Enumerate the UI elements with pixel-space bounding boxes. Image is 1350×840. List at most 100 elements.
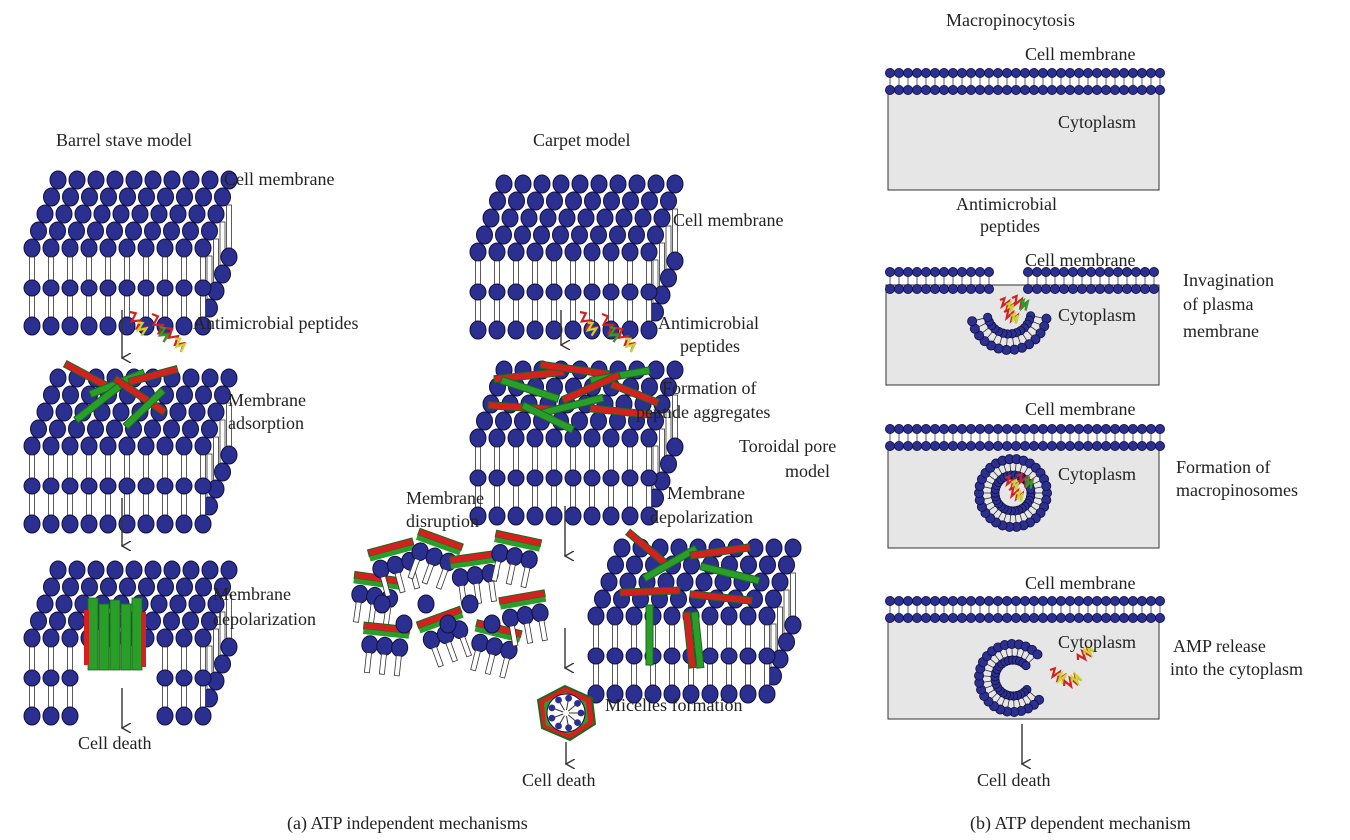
lipid-head bbox=[930, 68, 941, 79]
lipid-head bbox=[175, 279, 193, 297]
lipid-head bbox=[482, 208, 500, 228]
lipid-head bbox=[195, 187, 212, 207]
lipid-head bbox=[1056, 440, 1067, 451]
lipid-head bbox=[930, 266, 941, 277]
lipid-head bbox=[175, 669, 193, 687]
lipid-head bbox=[1092, 68, 1103, 79]
lipid-head bbox=[527, 191, 544, 211]
lipid-head bbox=[1113, 283, 1124, 294]
lipid-head bbox=[62, 577, 79, 597]
lipid-head bbox=[1149, 266, 1160, 277]
lipid-head bbox=[1101, 423, 1112, 434]
b2-cytoplasm-label: Cytoplasm bbox=[1058, 305, 1136, 325]
lipid-head bbox=[1110, 423, 1121, 434]
lipid-head bbox=[948, 283, 959, 294]
lipid-head bbox=[1059, 283, 1070, 294]
lipid-head bbox=[23, 477, 41, 495]
lipid-head bbox=[740, 555, 757, 575]
lipid-head bbox=[163, 419, 180, 439]
lipid-head bbox=[1050, 283, 1061, 294]
lipid-head bbox=[695, 572, 713, 592]
lipid-head bbox=[545, 428, 563, 448]
lipid-head bbox=[68, 170, 86, 190]
lipid-head bbox=[68, 611, 85, 631]
lipid-head bbox=[156, 514, 174, 534]
lipid-head bbox=[417, 594, 435, 614]
lipid-head bbox=[214, 264, 231, 284]
lipid-head bbox=[758, 684, 776, 704]
lipid-head bbox=[214, 654, 231, 674]
lipid-head bbox=[621, 242, 639, 262]
lipid-head bbox=[903, 613, 914, 624]
lipid-head bbox=[957, 283, 968, 294]
lipid-head bbox=[647, 174, 665, 194]
lipid-head bbox=[594, 589, 611, 609]
lipid-head bbox=[118, 436, 136, 456]
lipid-head bbox=[1029, 613, 1040, 624]
lipid-head bbox=[564, 242, 582, 262]
lipid-head bbox=[194, 669, 212, 687]
lipid-head bbox=[1047, 85, 1058, 96]
lipid-head bbox=[42, 669, 60, 687]
lipid-head bbox=[1083, 440, 1094, 451]
peptide bbox=[129, 310, 149, 337]
lipid-head bbox=[948, 85, 959, 96]
lipid-head bbox=[194, 706, 212, 726]
panel-b-macropinocytosis: Macropinocytosis Cell membrane Cytoplasm… bbox=[885, 10, 1303, 790]
lipid-head bbox=[23, 238, 41, 258]
lipid-head bbox=[546, 191, 563, 211]
lipid-head bbox=[894, 283, 905, 294]
lipid-head bbox=[975, 440, 986, 451]
lipid-head bbox=[621, 506, 639, 526]
lipid-head bbox=[912, 283, 923, 294]
lipid-head bbox=[885, 440, 896, 451]
lipid-head bbox=[930, 423, 941, 434]
lipid-head bbox=[957, 266, 968, 277]
lipid-tail bbox=[226, 204, 232, 250]
lipid-head bbox=[194, 514, 212, 534]
lipid-head bbox=[720, 606, 738, 626]
lipid-head bbox=[885, 423, 896, 434]
lipid-head bbox=[220, 247, 238, 267]
peptide bbox=[615, 326, 637, 353]
lipid-head bbox=[526, 469, 544, 487]
lipid-head bbox=[975, 85, 986, 96]
lipid-head bbox=[476, 411, 493, 431]
carpet-cell-death: Cell death bbox=[522, 770, 595, 790]
lipid-head bbox=[1128, 440, 1139, 451]
lipid-head bbox=[1119, 423, 1130, 434]
lipid-head bbox=[912, 440, 923, 451]
lipid-head bbox=[640, 506, 658, 526]
lipid-head bbox=[640, 283, 658, 301]
lipid-head bbox=[666, 360, 684, 380]
lipid-head bbox=[939, 613, 950, 624]
lipid-head bbox=[993, 596, 1004, 607]
lipid-head bbox=[182, 368, 200, 388]
lipid-head bbox=[577, 208, 595, 228]
lipid-head bbox=[395, 614, 413, 634]
lipid-head bbox=[1032, 283, 1043, 294]
lipid-head bbox=[144, 170, 162, 190]
lipid-head bbox=[1056, 68, 1067, 79]
lipid-head bbox=[1011, 423, 1022, 434]
lipid-head bbox=[201, 611, 218, 631]
lipid-head bbox=[1092, 423, 1103, 434]
lipid-head bbox=[930, 283, 941, 294]
lipid-head bbox=[1137, 440, 1148, 451]
lipid-head bbox=[539, 208, 557, 228]
lipid-head bbox=[42, 279, 60, 297]
lipid-head bbox=[984, 440, 995, 451]
lipid-head bbox=[106, 419, 123, 439]
lipid-tail bbox=[523, 622, 534, 644]
lipid-head bbox=[583, 506, 601, 526]
lipid-head bbox=[939, 266, 950, 277]
lipid-head bbox=[194, 238, 212, 258]
lipid-head bbox=[176, 577, 193, 597]
lipid-head bbox=[590, 225, 607, 245]
lipid-head bbox=[1137, 68, 1148, 79]
lipid-head bbox=[1038, 440, 1049, 451]
lipid-head bbox=[74, 204, 92, 224]
lipid-head bbox=[495, 225, 512, 245]
carpet-peptides-label-1: Antimicrobial bbox=[658, 313, 759, 333]
lipid-head bbox=[49, 611, 66, 631]
